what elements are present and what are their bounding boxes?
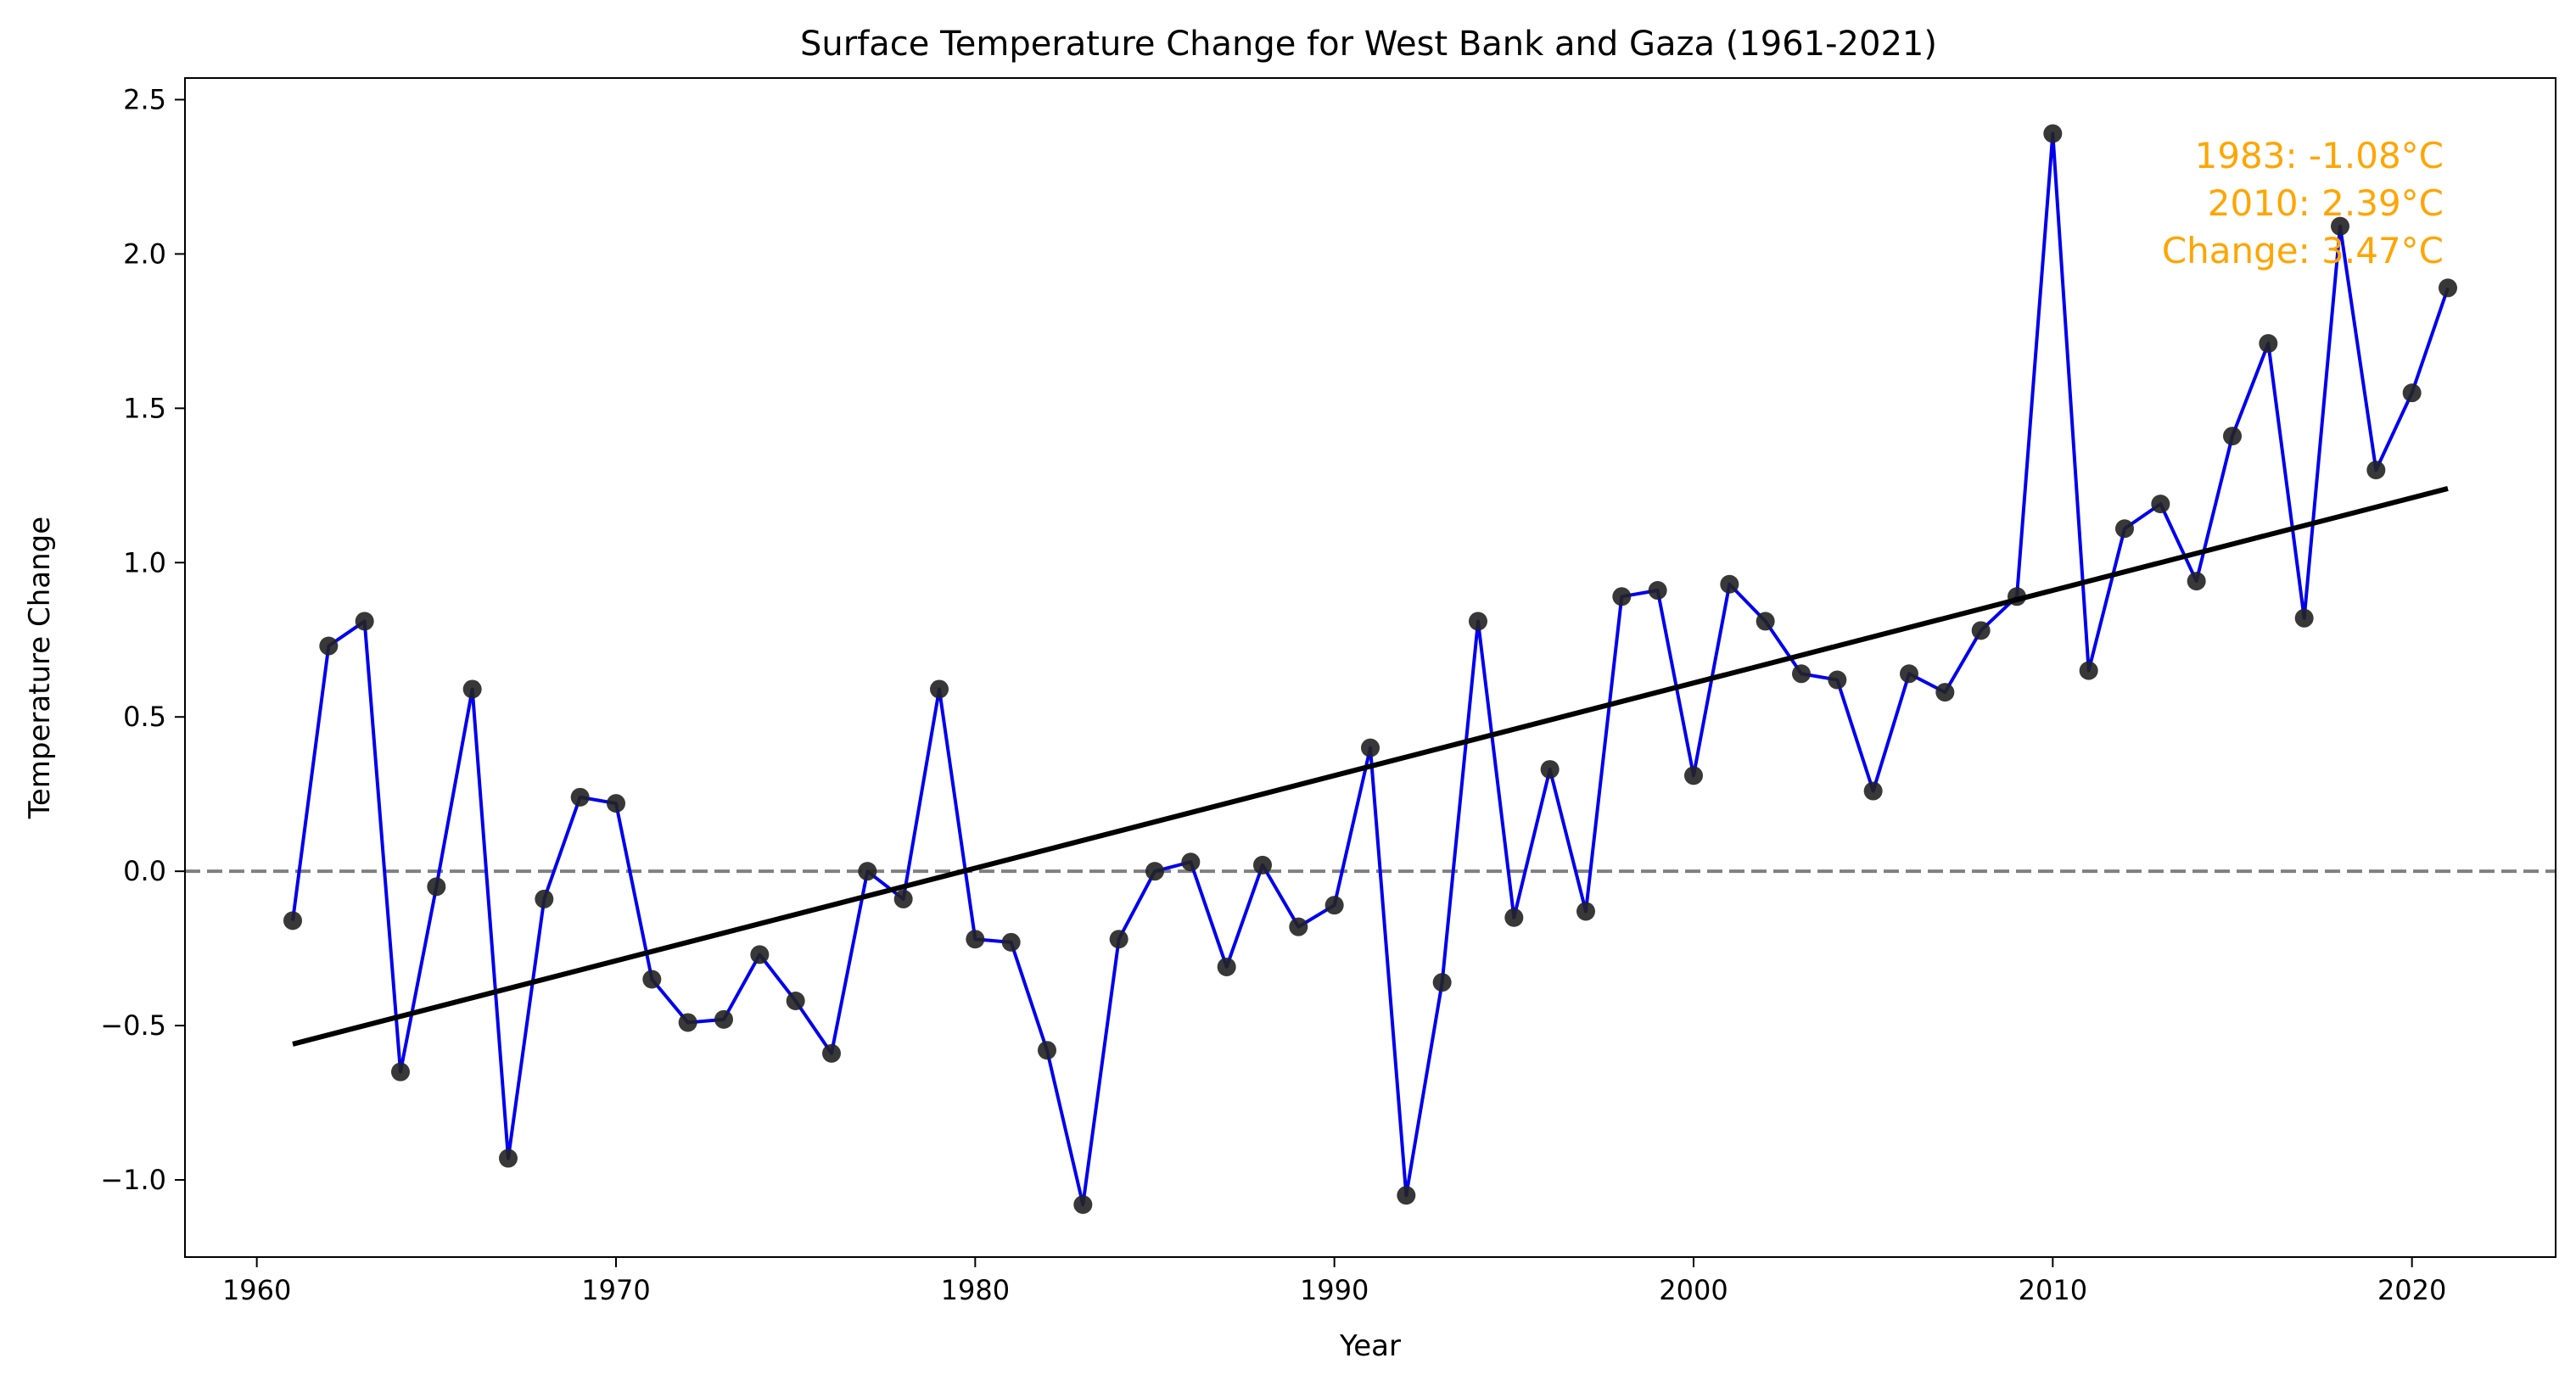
data-point-1984 (1109, 930, 1128, 949)
data-point-1994 (1469, 612, 1487, 631)
data-point-2013 (2151, 495, 2170, 514)
data-point-1978 (893, 889, 913, 908)
annotation-line: Change: 3.47°C (2162, 230, 2444, 271)
data-point-2015 (2223, 427, 2242, 446)
data-point-2020 (2402, 383, 2422, 403)
data-point-1973 (714, 1009, 733, 1029)
y-tick-label: −1.0 (100, 1164, 166, 1196)
data-point-2021 (2439, 278, 2457, 298)
data-point-1985 (1145, 862, 1164, 881)
data-point-2002 (1756, 612, 1775, 631)
data-point-2017 (2294, 608, 2314, 628)
data-point-1988 (1253, 855, 1272, 875)
trend-line (292, 486, 2449, 1047)
x-tick-label: 2020 (2377, 1274, 2446, 1306)
y-axis-title: Temperature Change (23, 517, 57, 819)
data-point-1997 (1576, 902, 1595, 921)
annotation-line: 1983: -1.08°C (2195, 135, 2444, 176)
x-tick-label: 1980 (941, 1274, 1010, 1306)
data-point-1996 (1540, 760, 1560, 780)
data-point-1987 (1217, 957, 1236, 976)
data-point-2003 (1792, 664, 1811, 684)
chart-title: Surface Temperature Change for West Bank… (800, 25, 1937, 64)
data-point-1983 (1073, 1195, 1093, 1215)
data-point-2016 (2259, 333, 2278, 353)
y-tick-label: 2.0 (123, 238, 166, 270)
data-point-1967 (499, 1148, 518, 1168)
y-tick-label: 2.5 (123, 83, 166, 115)
data-point-2019 (2366, 461, 2386, 480)
data-point-1992 (1397, 1186, 1416, 1205)
x-axis: 1960 1970 1980 1990 2000 2010 2020 (222, 1257, 2446, 1306)
data-point-2001 (1720, 574, 1739, 594)
data-point-1969 (570, 787, 590, 807)
data-point-1962 (319, 636, 339, 656)
data-point-1981 (1001, 932, 1021, 952)
data-point-1986 (1181, 852, 1201, 872)
x-tick-label: 2010 (2019, 1274, 2087, 1306)
stats-annotation: 1983: -1.08°C 2010: 2.39°C Change: 3.47°C (2162, 135, 2444, 271)
data-point-1989 (1289, 917, 1308, 936)
data-point-2000 (1684, 766, 1703, 785)
annotation-line: 2010: 2.39°C (2208, 182, 2444, 224)
data-point-1972 (678, 1013, 697, 1032)
data-point-1998 (1612, 587, 1632, 606)
data-point-1970 (607, 794, 625, 813)
data-point-1971 (642, 970, 662, 989)
y-tick-label: 0.0 (123, 855, 166, 887)
data-point-2005 (1863, 781, 1883, 801)
data-point-1977 (858, 862, 877, 881)
y-axis: −1.0 −0.5 0.0 0.5 1.0 1.5 2.0 2.5 (100, 83, 185, 1196)
data-point-1966 (462, 679, 482, 699)
data-point-1965 (427, 877, 446, 897)
y-tick-label: 1.0 (123, 546, 166, 578)
x-tick-label: 1990 (1300, 1274, 1369, 1306)
x-axis-title: Year (1339, 1329, 1401, 1363)
data-point-2010 (2043, 124, 2063, 143)
data-point-2011 (2079, 661, 2098, 680)
data-point-1991 (1361, 738, 1380, 757)
y-tick-label: −0.5 (100, 1009, 166, 1042)
data-point-1974 (750, 945, 770, 964)
x-tick-label: 1960 (222, 1274, 291, 1306)
data-point-2007 (1935, 683, 1955, 702)
y-tick-label: 1.5 (123, 392, 166, 424)
y-tick-label: 0.5 (123, 701, 166, 733)
data-point-1976 (822, 1043, 841, 1063)
data-point-1990 (1324, 896, 1344, 915)
x-tick-label: 1970 (581, 1274, 650, 1306)
data-point-2008 (1971, 621, 1991, 640)
data-point-1961 (283, 911, 302, 931)
data-point-1993 (1432, 973, 1452, 992)
plot-area (185, 124, 2556, 1215)
data-point-2006 (1900, 664, 1918, 684)
data-point-1979 (930, 679, 949, 699)
data-point-1968 (535, 889, 554, 908)
data-point-1999 (1648, 581, 1667, 601)
data-point-1975 (786, 991, 805, 1010)
data-point-1963 (355, 612, 374, 631)
data-point-2018 (2331, 216, 2349, 236)
data-point-1982 (1038, 1041, 1056, 1060)
data-point-1995 (1504, 908, 1524, 927)
plot-frame (184, 77, 2556, 1258)
x-tick-label: 2000 (1659, 1274, 1728, 1306)
data-point-1964 (391, 1062, 410, 1081)
data-point-2012 (2115, 519, 2134, 539)
data-point-2004 (1828, 670, 1847, 690)
data-point-2014 (2187, 572, 2206, 591)
data-point-1980 (966, 930, 985, 949)
